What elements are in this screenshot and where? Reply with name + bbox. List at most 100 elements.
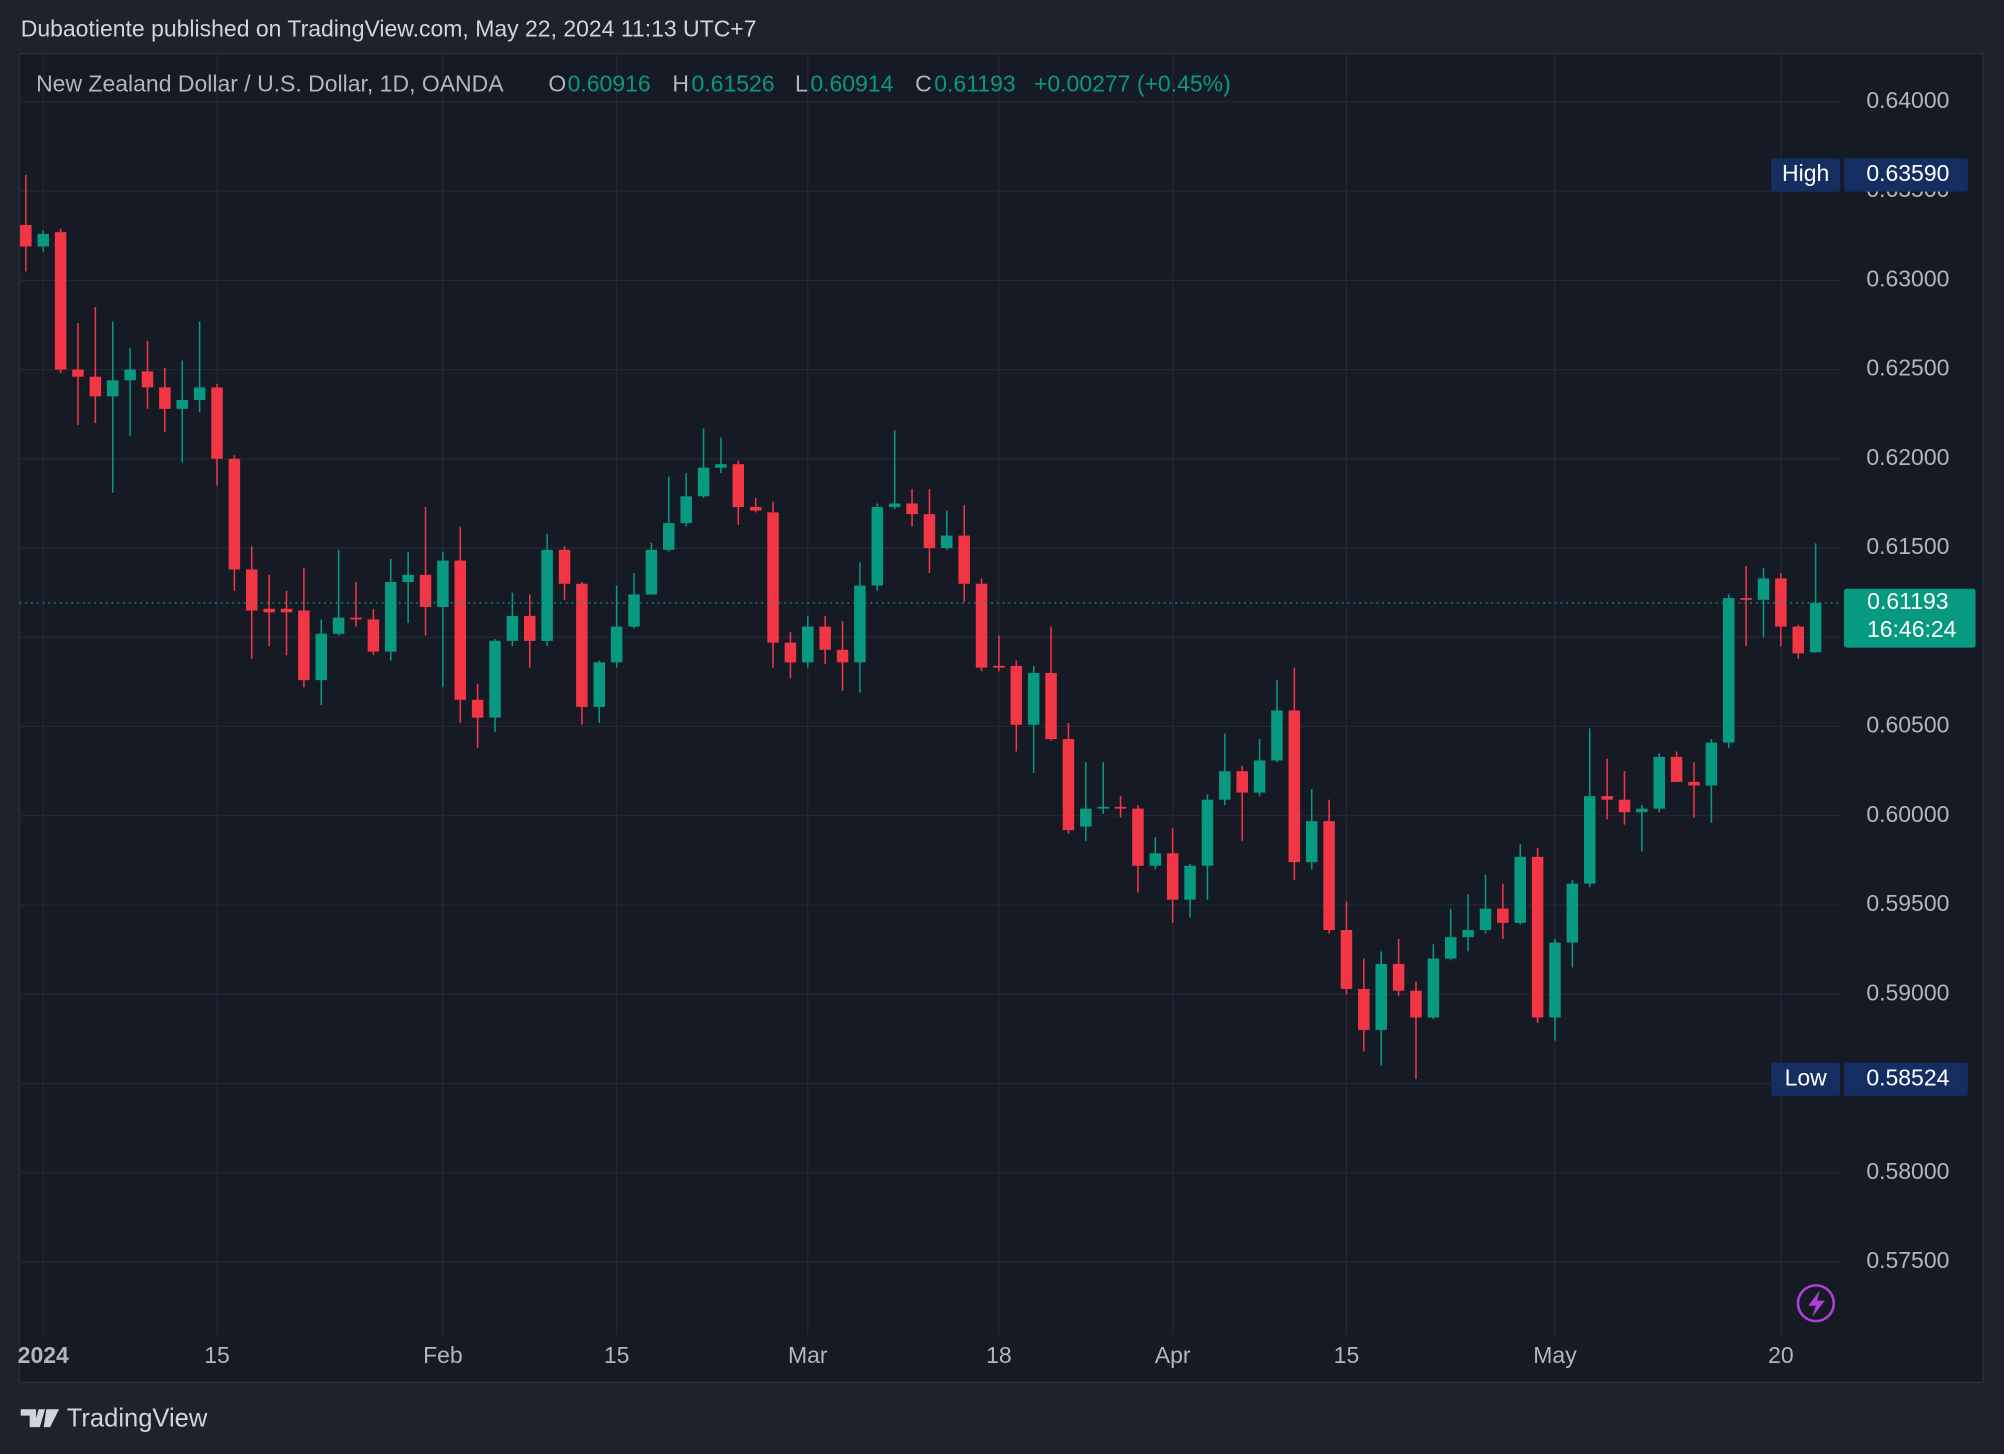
icon-bolt[interactable]: [1808, 1290, 1825, 1318]
candle-body: [1340, 930, 1353, 989]
candle-body: [1305, 821, 1318, 863]
candle-body: [506, 615, 519, 641]
candle-body: [1514, 856, 1526, 923]
chart-panel: [18, 53, 1984, 1384]
candle-body: [1583, 796, 1596, 884]
high-value: 0.63590: [1866, 160, 1949, 186]
candle-body: [89, 376, 102, 397]
candle-body: [20, 225, 32, 247]
candle-body: [923, 514, 936, 549]
high-tag-box: [1771, 158, 1841, 192]
y-tick-label: 0.62500: [1866, 355, 1949, 381]
candle-body: [1149, 853, 1162, 866]
candle-body: [228, 458, 241, 570]
candle-body: [1722, 598, 1735, 743]
candle-body: [1358, 988, 1370, 1030]
candle-body: [1705, 742, 1718, 786]
candle-body: [784, 642, 797, 663]
candle-body: [1410, 990, 1422, 1018]
candle-body: [367, 619, 380, 652]
candle-body: [767, 512, 779, 643]
candle-body: [437, 560, 449, 607]
candle-body: [749, 507, 762, 511]
candle-body: [576, 583, 588, 707]
candle-body: [941, 535, 953, 549]
candle-body: [871, 507, 884, 586]
candle-body: [1062, 739, 1075, 831]
brand-logo: [20, 1409, 60, 1428]
candle-body: [419, 574, 432, 607]
y-tick-label: 0.63000: [1866, 265, 1949, 291]
candle-body: [193, 387, 206, 400]
candle-body: [1271, 710, 1283, 761]
candles: [20, 175, 1822, 1080]
candle-body: [280, 608, 293, 613]
candle-body: [471, 699, 484, 718]
brand-name: TradingView: [67, 1404, 208, 1432]
candle-body: [1757, 578, 1770, 600]
replay-icon[interactable]: [1796, 1284, 1836, 1323]
change: +0.00277 (+0.45%): [1034, 71, 1231, 97]
candle-body: [332, 617, 345, 634]
candle-body: [1027, 673, 1040, 725]
candle-body: [1566, 883, 1579, 943]
last-price-label: 0.61193: [1867, 588, 1948, 614]
y-tick-label: 0.58000: [1866, 1158, 1949, 1184]
candle-body: [402, 574, 414, 582]
candle-body: [1323, 821, 1335, 931]
candle-body: [1184, 865, 1196, 900]
y-tick-label: 0.64000: [1866, 87, 1949, 113]
candle-body: [1132, 808, 1144, 866]
low-value: 0.58524: [1866, 1064, 1949, 1090]
candle-body: [836, 649, 849, 663]
candle-body: [854, 585, 866, 663]
last-price-box: [1843, 588, 1976, 648]
candle-body: [1427, 958, 1440, 1018]
candle-body: [385, 581, 397, 652]
ohlc-value: 0.60916: [568, 71, 651, 97]
ohlc-letter: L: [795, 71, 808, 97]
high-value-box: [1843, 158, 1968, 192]
candle-body: [315, 633, 328, 681]
candle-body: [1809, 602, 1822, 653]
candle-body: [1549, 942, 1561, 1018]
candle-body: [680, 496, 692, 524]
candle-body: [1444, 937, 1457, 959]
candle-body: [1531, 856, 1544, 1018]
candle-body: [176, 399, 188, 409]
candle-body: [541, 549, 553, 641]
ohlc-value: 0.60914: [810, 71, 893, 97]
candle-body: [1375, 963, 1387, 1030]
ohlc-letter: H: [672, 71, 689, 97]
ohlc-value: 0.61193: [934, 71, 1015, 97]
candle-body: [1045, 673, 1057, 740]
candle-body: [906, 503, 918, 515]
candle-body: [454, 560, 467, 700]
candle-body: [1392, 963, 1405, 991]
x-tick-label: 15: [1334, 1342, 1360, 1368]
candle-body: [888, 503, 901, 508]
candle-body: [1636, 808, 1648, 813]
candle-body: [958, 535, 970, 584]
y-tick-label: 0.60000: [1866, 801, 1949, 827]
icon-circle[interactable]: [1796, 1284, 1836, 1323]
candle-body: [159, 387, 171, 409]
ohlc-letter: O: [548, 71, 566, 97]
candle-body: [141, 371, 154, 388]
candle-body: [558, 549, 571, 584]
countdown-label: 16:46:24: [1867, 616, 1957, 642]
publish-header: Dubaotiente published on TradingView.com…: [21, 16, 757, 42]
candle-body: [993, 665, 1005, 668]
candle-body: [1479, 908, 1492, 931]
candle-body: [524, 615, 536, 641]
x-tick-label: Mar: [788, 1342, 828, 1368]
y-tick-label: 0.59500: [1866, 890, 1949, 916]
candle-body: [663, 523, 675, 550]
candle-body: [72, 369, 84, 377]
candle-body: [610, 626, 623, 663]
x-tick-label: 15: [204, 1342, 230, 1368]
high-tag: High: [1782, 160, 1829, 186]
candle-body: [975, 583, 988, 668]
